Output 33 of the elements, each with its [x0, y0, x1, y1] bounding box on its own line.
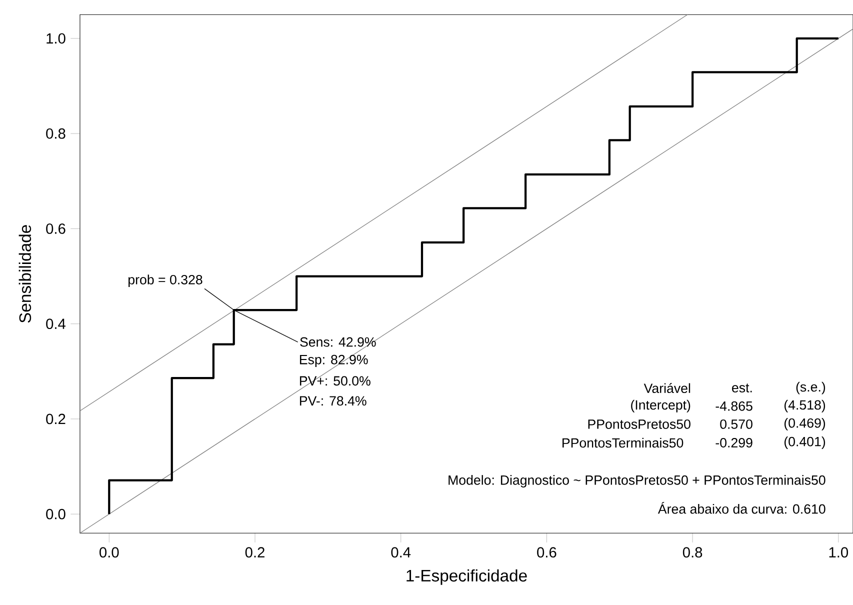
annotation: (0.401) — [784, 436, 826, 449]
annotation: 0.570 — [720, 419, 752, 429]
annotation: PV+: 50.0% — [300, 376, 370, 386]
annotation: PV-: 78.4% — [300, 396, 366, 406]
annotation: (Intercept) — [631, 400, 690, 412]
x-tick-label: 0.4 — [391, 547, 411, 558]
annotation: -4.865 — [716, 401, 752, 411]
x-tick-label: 0.8 — [682, 547, 702, 558]
annotation: prob = 0.328 — [128, 274, 202, 287]
y-axis-title: Sensibilidade — [18, 225, 32, 323]
x-tick-label: 0.0 — [100, 547, 119, 558]
x-tick-label: 0.2 — [245, 547, 264, 558]
x-tick-label: 0.6 — [537, 547, 556, 558]
annotation: PPontosTerminais50 — [562, 438, 684, 448]
annotation: Sens: 42.9% — [300, 337, 376, 347]
annotation: -0.299 — [716, 438, 752, 448]
annotation: Área abaixo da curva: 0.610 — [658, 502, 826, 514]
annotation: Variável — [644, 383, 690, 393]
x-axis-title: 1-Especificidade — [406, 569, 527, 585]
y-tick-label: 0.4 — [46, 318, 66, 329]
annotation: (4.518) — [784, 400, 826, 412]
y-tick-label: 1.0 — [46, 33, 66, 44]
annotation: Esp: 82.9% — [300, 354, 368, 367]
annotation: est. — [732, 384, 752, 392]
x-tick-label: 1.0 — [829, 547, 848, 558]
annotation: (s.e.) — [796, 382, 826, 394]
y-tick-label: 0.8 — [46, 128, 66, 139]
annotation: PPontosPretos50 — [588, 419, 690, 429]
annotation: Modelo: Diagnostico ~ PPontosPretos50 + PPontosTerminais50 — [448, 475, 826, 488]
annotation: (0.469) — [784, 418, 826, 430]
y-tick-label: 0.0 — [46, 508, 66, 520]
y-tick-label: 0.2 — [46, 414, 66, 424]
y-tick-label: 0.6 — [46, 223, 66, 234]
